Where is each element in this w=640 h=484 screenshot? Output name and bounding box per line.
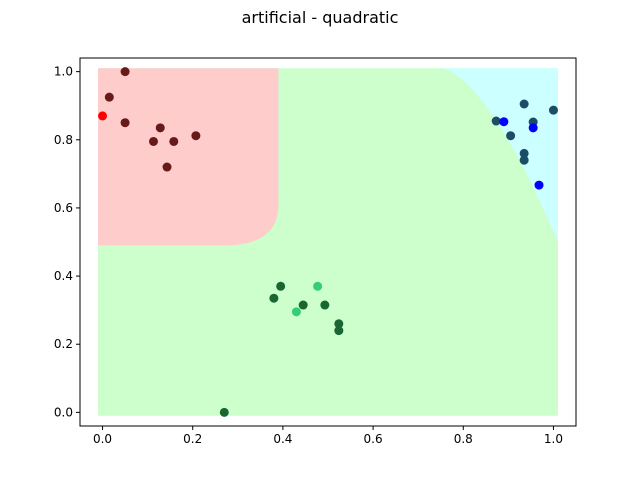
data-point [334,326,344,336]
y-tick-label: 0.4 [54,269,73,283]
x-tick-label: 0.8 [454,432,473,446]
region-cyan [440,68,558,242]
x-axis: 0.0 0.2 0.4 0.6 0.8 1.0 [93,426,563,446]
chart-title: artificial - quadratic [241,8,399,27]
data-point [191,131,201,141]
y-tick-label: 0.8 [54,133,73,147]
data-point [148,136,158,146]
data-point [320,300,330,310]
data-point [219,407,229,417]
axes-frame [79,57,577,427]
data-point [519,99,529,109]
data-point [491,116,501,126]
data-point [519,148,529,158]
region-red [98,68,279,246]
data-point [506,131,516,141]
data-point [298,300,308,310]
data-point [104,92,114,102]
y-tick-label: 1.0 [54,65,73,79]
data-point [269,293,279,303]
data-point [313,281,323,291]
decision-regions [98,68,558,416]
x-tick-label: 0.0 [93,432,112,446]
data-point [334,319,344,329]
data-point [169,136,179,146]
data-point [528,123,538,133]
x-tick-label: 0.6 [364,432,383,446]
data-point [155,123,165,133]
data-point [276,281,286,291]
x-tick-label: 0.4 [273,432,292,446]
y-axis: 0.0 0.2 0.4 0.6 0.8 1.0 [54,65,80,419]
data-point [548,105,558,115]
data-points [98,67,558,417]
data-point [534,180,544,190]
data-point [519,155,529,165]
data-point [120,67,130,77]
y-tick-label: 0.6 [54,201,73,215]
data-point [120,118,130,128]
y-tick-label: 0.2 [54,337,73,351]
data-point [98,111,108,121]
data-point [162,162,172,172]
x-tick-label: 0.2 [183,432,202,446]
x-tick-label: 1.0 [544,432,563,446]
data-point [291,307,301,317]
data-point [499,117,509,127]
y-tick-label: 0.0 [54,405,73,419]
